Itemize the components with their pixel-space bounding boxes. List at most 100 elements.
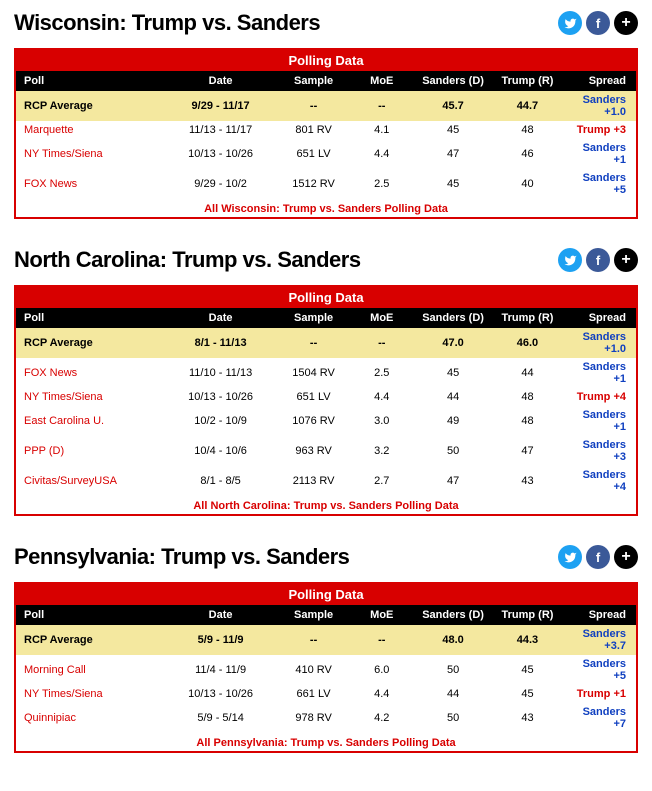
twitter-icon[interactable]: [558, 545, 582, 569]
cell-date: 8/1 - 8/5: [165, 466, 277, 496]
poll-row: NY Times/Siena10/13 - 10/26661 LV4.44445…: [16, 685, 636, 703]
column-header: Sanders (D): [413, 71, 494, 91]
cell-poll: RCP Average: [16, 328, 165, 358]
cell-c1: 45.7: [413, 91, 494, 121]
cell-sample: 978 RV: [276, 703, 350, 733]
section-header: North Carolina: Trump vs. Sanders f+: [14, 247, 638, 273]
cell-sample: --: [276, 91, 350, 121]
all-polls-link[interactable]: All Pennsylvania: Trump vs. Sanders Poll…: [16, 733, 636, 751]
cell-sample: 651 LV: [276, 388, 350, 406]
poll-row: NY Times/Siena10/13 - 10/26651 LV4.44448…: [16, 388, 636, 406]
cell-c2: 44: [493, 358, 561, 388]
cell-c2: 44.7: [493, 91, 561, 121]
poll-section: Pennsylvania: Trump vs. Sandersf+Polling…: [14, 544, 638, 753]
cell-sample: 963 RV: [276, 436, 350, 466]
poll-row: Marquette11/13 - 11/17801 RV4.14548Trump…: [16, 121, 636, 139]
cell-sample: 1504 RV: [276, 358, 350, 388]
twitter-icon[interactable]: [558, 248, 582, 272]
plus-icon[interactable]: +: [614, 11, 638, 35]
plus-icon[interactable]: +: [614, 545, 638, 569]
cell-spread: Sanders +4: [562, 466, 636, 496]
column-header: MoE: [351, 605, 413, 625]
cell-poll: RCP Average: [16, 625, 165, 655]
facebook-icon[interactable]: f: [586, 11, 610, 35]
column-header: Trump (R): [493, 605, 561, 625]
cell-c1: 50: [413, 703, 494, 733]
column-header: Trump (R): [493, 308, 561, 328]
cell-date: 5/9 - 5/14: [165, 703, 277, 733]
cell-date: 9/29 - 11/17: [165, 91, 277, 121]
cell-poll[interactable]: NY Times/Siena: [16, 685, 165, 703]
cell-poll[interactable]: FOX News: [16, 358, 165, 388]
polling-table-wrap: Polling DataPollDateSampleMoESanders (D)…: [14, 582, 638, 753]
cell-poll[interactable]: NY Times/Siena: [16, 388, 165, 406]
cell-c1: 44: [413, 388, 494, 406]
column-header: Date: [165, 308, 277, 328]
plus-icon[interactable]: +: [614, 248, 638, 272]
all-polls-link[interactable]: All North Carolina: Trump vs. Sanders Po…: [16, 496, 636, 514]
cell-moe: 3.2: [351, 436, 413, 466]
column-header: Spread: [562, 308, 636, 328]
facebook-icon[interactable]: f: [586, 248, 610, 272]
cell-spread: Trump +3: [562, 121, 636, 139]
cell-sample: 2113 RV: [276, 466, 350, 496]
poll-row: Civitas/SurveyUSA8/1 - 8/52113 RV2.74743…: [16, 466, 636, 496]
cell-poll: RCP Average: [16, 91, 165, 121]
cell-poll[interactable]: Civitas/SurveyUSA: [16, 466, 165, 496]
column-header: Poll: [16, 308, 165, 328]
cell-spread: Sanders +1: [562, 139, 636, 169]
twitter-icon[interactable]: [558, 11, 582, 35]
cell-date: 11/13 - 11/17: [165, 121, 277, 139]
cell-date: 10/4 - 10/6: [165, 436, 277, 466]
cell-moe: 4.4: [351, 139, 413, 169]
column-header: Sample: [276, 71, 350, 91]
poll-row: FOX News11/10 - 11/131504 RV2.54544Sande…: [16, 358, 636, 388]
cell-c1: 50: [413, 655, 494, 685]
cell-spread: Sanders +1: [562, 406, 636, 436]
polling-table-wrap: Polling DataPollDateSampleMoESanders (D)…: [14, 48, 638, 219]
cell-sample: 1512 RV: [276, 169, 350, 199]
column-header: MoE: [351, 308, 413, 328]
column-header: Sanders (D): [413, 605, 494, 625]
poll-row: Quinnipiac5/9 - 5/14978 RV4.25043Sanders…: [16, 703, 636, 733]
cell-poll[interactable]: East Carolina U.: [16, 406, 165, 436]
cell-date: 10/13 - 10/26: [165, 685, 277, 703]
cell-poll[interactable]: Marquette: [16, 121, 165, 139]
column-header: Sanders (D): [413, 308, 494, 328]
cell-poll[interactable]: NY Times/Siena: [16, 139, 165, 169]
cell-poll[interactable]: Quinnipiac: [16, 703, 165, 733]
poll-row: PPP (D)10/4 - 10/6963 RV3.25047Sanders +…: [16, 436, 636, 466]
cell-sample: 651 LV: [276, 139, 350, 169]
cell-date: 11/10 - 11/13: [165, 358, 277, 388]
cell-sample: 1076 RV: [276, 406, 350, 436]
cell-sample: 410 RV: [276, 655, 350, 685]
cell-spread: Sanders +1.0: [562, 91, 636, 121]
cell-date: 11/4 - 11/9: [165, 655, 277, 685]
all-polls-link[interactable]: All Wisconsin: Trump vs. Sanders Polling…: [16, 199, 636, 217]
cell-c2: 48: [493, 121, 561, 139]
cell-poll[interactable]: Morning Call: [16, 655, 165, 685]
cell-c2: 40: [493, 169, 561, 199]
cell-c1: 45: [413, 358, 494, 388]
cell-poll[interactable]: PPP (D): [16, 436, 165, 466]
polling-table: PollDateSampleMoESanders (D)Trump (R)Spr…: [16, 71, 636, 199]
section-title: North Carolina: Trump vs. Sanders: [14, 247, 361, 273]
cell-moe: --: [351, 328, 413, 358]
cell-moe: --: [351, 625, 413, 655]
poll-row: NY Times/Siena10/13 - 10/26651 LV4.44746…: [16, 139, 636, 169]
cell-c2: 43: [493, 466, 561, 496]
column-header: Spread: [562, 71, 636, 91]
cell-spread: Trump +1: [562, 685, 636, 703]
facebook-icon[interactable]: f: [586, 545, 610, 569]
cell-c1: 45: [413, 121, 494, 139]
table-title: Polling Data: [16, 50, 636, 71]
cell-spread: Sanders +5: [562, 655, 636, 685]
cell-poll[interactable]: FOX News: [16, 169, 165, 199]
cell-spread: Sanders +3: [562, 436, 636, 466]
cell-moe: 4.1: [351, 121, 413, 139]
cell-c1: 44: [413, 685, 494, 703]
cell-c2: 48: [493, 388, 561, 406]
cell-c2: 47: [493, 436, 561, 466]
cell-date: 10/2 - 10/9: [165, 406, 277, 436]
cell-c2: 46: [493, 139, 561, 169]
